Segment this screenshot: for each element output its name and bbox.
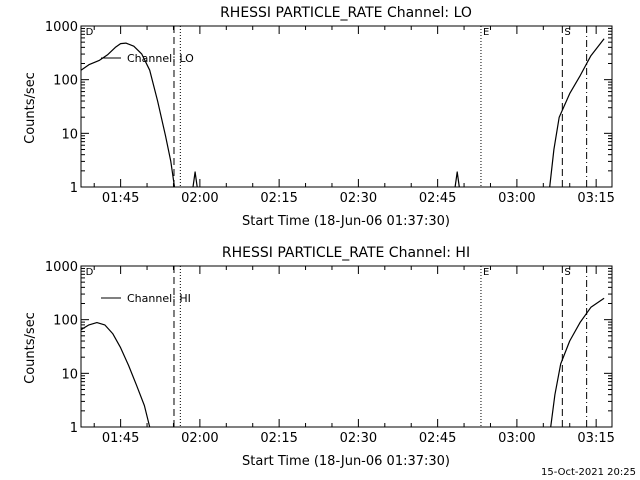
y-tick-label: 1000 — [45, 20, 78, 35]
x-tick-label: 02:00 — [181, 191, 218, 206]
series-line — [80, 322, 151, 428]
x-tick-label: 03:15 — [577, 431, 614, 446]
event-marker-label: E — [483, 27, 489, 38]
series-line — [549, 38, 605, 188]
series-line — [80, 42, 176, 188]
event-marker-label: E — [483, 267, 489, 278]
x-tick-label: 02:45 — [419, 191, 456, 206]
x-tick-label: 03:15 — [577, 191, 614, 206]
generation-timestamp: 15-Oct-2021 20:25 — [541, 467, 636, 478]
event-marker-label: D — [86, 267, 94, 278]
chart-title: RHESSI PARTICLE_RATE Channel: LO — [220, 5, 472, 21]
legend-label: Channel: HI — [127, 292, 191, 305]
x-tick-label: 03:00 — [498, 431, 535, 446]
x-tick-label: 02:45 — [419, 431, 456, 446]
y-tick-label: 10 — [61, 127, 78, 142]
series-line — [192, 171, 198, 188]
x-tick-label: 02:00 — [181, 431, 218, 446]
legend-label: Channel: LO — [127, 52, 194, 65]
y-axis-label: Counts/sec — [23, 312, 38, 384]
y-tick-label: 1 — [70, 421, 78, 436]
y-tick-label: 100 — [53, 74, 78, 89]
y-tick-label: 1000 — [45, 260, 78, 275]
y-tick-label: 100 — [53, 314, 78, 329]
event-marker-label: S — [564, 27, 570, 38]
y-axis-label: Counts/sec — [23, 72, 38, 144]
x-tick-label: 02:30 — [340, 191, 377, 206]
y-tick-label: 1 — [70, 181, 78, 196]
series-line — [454, 171, 460, 188]
series-line — [550, 297, 605, 428]
x-tick-label: 03:00 — [498, 191, 535, 206]
x-tick-label: 02:15 — [260, 431, 297, 446]
plot-frame — [80, 265, 613, 428]
chart-panel-hi: RHESSI PARTICLE_RATE Channel: HI Start T… — [23, 245, 615, 469]
x-axis-label: Start Time (18-Jun-06 01:37:30) — [242, 454, 450, 469]
x-tick-label: 01:45 — [102, 431, 139, 446]
x-tick-label: 02:30 — [340, 431, 377, 446]
event-marker-label: D — [86, 27, 94, 38]
plot-frame — [80, 25, 613, 188]
event-marker-label: S — [564, 267, 570, 278]
chart-panel-lo: RHESSI PARTICLE_RATE Channel: LO Start T… — [23, 5, 615, 229]
x-tick-label: 01:45 — [102, 191, 139, 206]
x-tick-label: 02:15 — [260, 191, 297, 206]
x-axis-label: Start Time (18-Jun-06 01:37:30) — [242, 214, 450, 229]
chart-title: RHESSI PARTICLE_RATE Channel: HI — [222, 245, 470, 261]
y-tick-label: 10 — [61, 367, 78, 382]
